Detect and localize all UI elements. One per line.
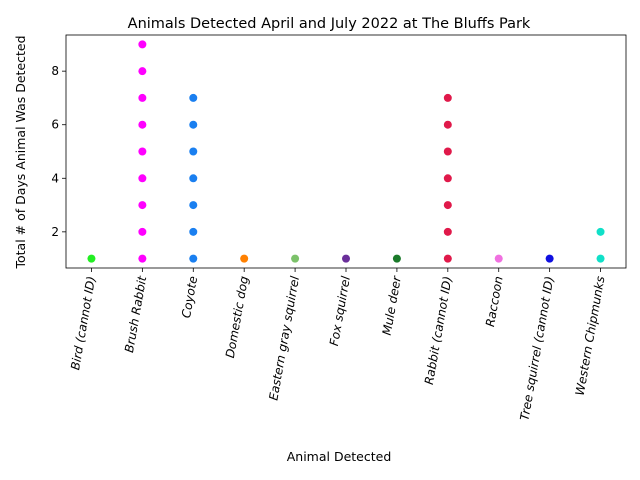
data-point xyxy=(443,174,452,183)
chart-title: Animals Detected April and July 2022 at … xyxy=(128,16,531,32)
data-point xyxy=(240,254,249,263)
data-point xyxy=(494,254,503,263)
data-point xyxy=(138,227,147,236)
data-point xyxy=(138,67,147,76)
data-point xyxy=(443,147,452,156)
data-point xyxy=(596,254,605,263)
x-tick-label: Bird (cannot ID) xyxy=(68,275,98,371)
x-tick-label: Fox squirrel xyxy=(327,274,353,347)
data-point xyxy=(138,174,147,183)
x-axis: Bird (cannot ID) Brush Rabbit Coyote Domest… xyxy=(68,268,607,422)
x-tick-label: Coyote xyxy=(179,275,200,319)
data-point xyxy=(443,254,452,263)
data-point xyxy=(189,227,198,236)
data-point xyxy=(342,254,350,263)
data-point xyxy=(443,93,452,102)
data-point xyxy=(443,201,452,210)
data-point xyxy=(392,254,401,263)
x-tick-label: Domestic dog xyxy=(223,275,251,359)
data-point xyxy=(138,254,147,263)
data-point xyxy=(545,254,554,263)
plot-area xyxy=(65,34,627,269)
data-point xyxy=(189,254,198,263)
data-point xyxy=(87,254,96,263)
y-tick-label: 6 xyxy=(51,118,59,132)
data-point xyxy=(138,147,147,156)
x-axis-label: Animal Detected xyxy=(287,449,392,464)
x-tick-label: Brush Rabbit xyxy=(122,274,149,354)
data-point xyxy=(138,201,147,210)
y-axis: 2 4 6 8 xyxy=(51,64,66,239)
y-tick-label: 8 xyxy=(51,64,59,78)
data-point xyxy=(138,40,147,49)
x-tick-label: Eastern gray squirrel xyxy=(266,274,302,401)
data-point xyxy=(189,93,198,102)
data-point xyxy=(138,120,147,129)
data-point xyxy=(291,254,300,263)
x-tick-label: Raccoon xyxy=(483,275,506,328)
x-tick-label: Tree squirrel (cannot ID) xyxy=(517,275,556,422)
data-point xyxy=(443,227,452,236)
x-tick-label: Western Chipmunks xyxy=(573,275,608,397)
x-tick-label: Rabbit (cannot ID) xyxy=(422,275,455,386)
data-point xyxy=(189,201,198,210)
data-points xyxy=(87,40,605,263)
data-point xyxy=(138,93,147,102)
data-point xyxy=(443,120,452,129)
data-point xyxy=(189,174,198,183)
data-point xyxy=(596,227,605,236)
y-axis-label: Total # of Days Animal Was Detected xyxy=(13,35,28,269)
data-point xyxy=(189,147,198,156)
y-tick-label: 4 xyxy=(51,171,59,185)
y-tick-label: 2 xyxy=(51,225,59,239)
x-tick-label: Mule deer xyxy=(380,274,404,336)
data-point xyxy=(189,120,198,129)
